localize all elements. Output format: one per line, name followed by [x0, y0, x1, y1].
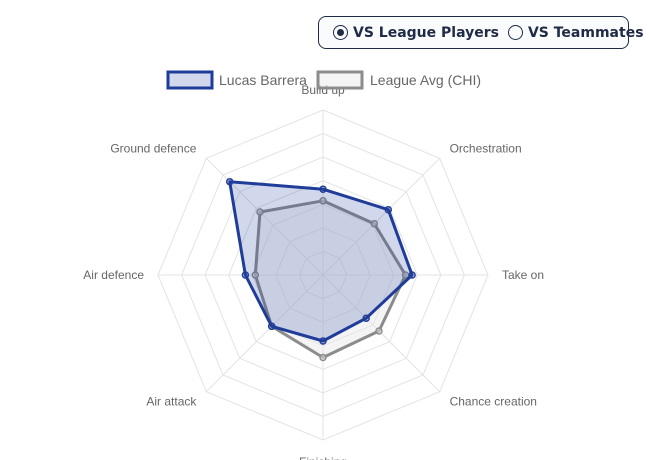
series-area	[228, 180, 414, 343]
legend-item[interactable]: League Avg (CHI)	[316, 70, 481, 90]
radar-grid	[157, 109, 489, 441]
axis-label: Orchestration	[450, 141, 522, 155]
axis-label: Chance creation	[450, 395, 537, 409]
axis-spoke	[205, 274, 324, 393]
data-point[interactable]	[256, 208, 264, 216]
data-point[interactable]	[241, 271, 250, 279]
option-vs-teammates[interactable]: VS Teammates	[507, 24, 644, 41]
data-point[interactable]	[319, 353, 327, 362]
axis-label: Air defence	[83, 268, 144, 282]
legend-label: Lucas Barrera	[219, 72, 307, 88]
series-player	[225, 177, 416, 345]
legend-label: League Avg (CHI)	[370, 72, 481, 88]
option-label-teammates: VS Teammates	[527, 24, 644, 41]
axis-label: Ground defence	[110, 141, 196, 155]
axis-label: Air attack	[146, 395, 197, 409]
comparison-toggle: VS League Players VS Teammates	[318, 16, 644, 49]
data-point[interactable]	[225, 177, 234, 186]
axis-spoke	[205, 157, 324, 276]
data-point[interactable]	[362, 314, 370, 322]
data-point[interactable]	[319, 185, 327, 193]
axis-spoke	[322, 157, 441, 276]
data-point[interactable]	[319, 337, 327, 345]
axis-label: Take on	[502, 268, 544, 282]
data-point[interactable]	[319, 197, 327, 205]
data-point[interactable]	[370, 219, 379, 228]
axis-label: Finishing	[299, 455, 347, 460]
radio-selected-icon[interactable]	[333, 25, 348, 40]
option-label-league: VS League Players	[353, 24, 499, 41]
radio-unselected-icon[interactable]	[507, 25, 523, 40]
data-point[interactable]	[267, 322, 276, 331]
legend-item[interactable]: Lucas Barrera	[166, 70, 307, 90]
legend-swatch	[166, 70, 214, 90]
data-point[interactable]	[251, 271, 260, 279]
data-point[interactable]	[408, 271, 416, 279]
legend-swatch	[316, 70, 364, 90]
data-point[interactable]	[384, 205, 393, 214]
chart-legend: Lucas Barrera League Avg (CHI)	[166, 70, 481, 90]
data-point[interactable]	[375, 327, 383, 335]
radar-series	[225, 177, 416, 362]
option-vs-league-players[interactable]: VS League Players	[333, 25, 499, 41]
